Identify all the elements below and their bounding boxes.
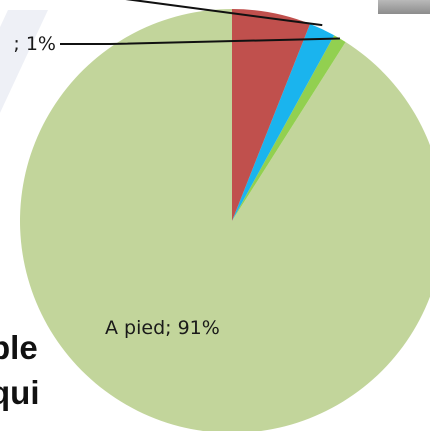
pie-leader-line-1 (60, 37, 340, 45)
pie-label-0: A pied; 91% (105, 317, 220, 339)
window-edge-bar (378, 0, 430, 14)
pie-slice-1 (232, 35, 346, 221)
pie-slice-0 (20, 9, 430, 431)
pie-slice-3 (232, 9, 311, 221)
pie-slice-2 (232, 23, 335, 221)
pie-label-1: ; 1% (13, 33, 56, 55)
background-text-line-2: qui (0, 374, 40, 411)
pie-leader-line-2 (125, 0, 323, 27)
background-text-line-1: ble (0, 329, 38, 366)
